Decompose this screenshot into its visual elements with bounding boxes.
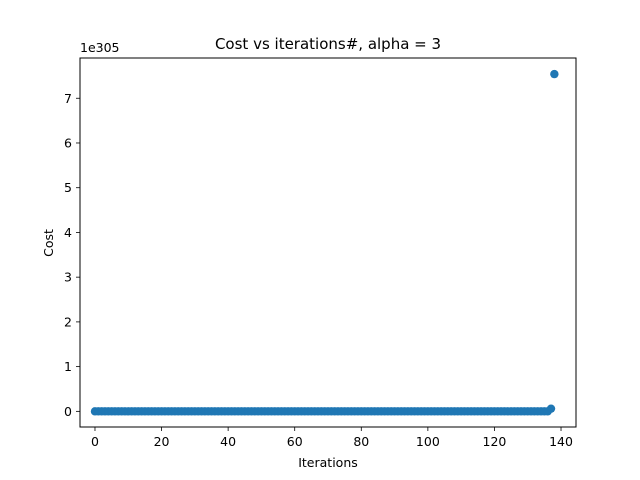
x-axis-label: Iterations bbox=[298, 455, 358, 470]
plot-area bbox=[90, 69, 559, 416]
y-tick-label: 1 bbox=[64, 359, 72, 374]
y-tick-label: 2 bbox=[64, 314, 72, 329]
y-tick-label: 0 bbox=[64, 404, 72, 419]
y-tick-label: 4 bbox=[64, 225, 72, 240]
x-tick-label: 40 bbox=[220, 434, 236, 449]
y-tick-label: 3 bbox=[64, 270, 72, 285]
x-tick-label: 60 bbox=[287, 434, 303, 449]
chart-title: Cost vs iterations#, alpha = 3 bbox=[215, 35, 441, 53]
y-tick-label: 6 bbox=[64, 135, 72, 150]
x-tick-label: 0 bbox=[91, 434, 99, 449]
y-tick-label: 5 bbox=[64, 180, 72, 195]
data-point bbox=[546, 404, 556, 413]
x-tick-label: 80 bbox=[353, 434, 369, 449]
x-tick-label: 140 bbox=[549, 434, 573, 449]
plot-frame bbox=[79, 57, 577, 428]
y-tick-label: 7 bbox=[64, 91, 72, 106]
y-offset-label: 1e305 bbox=[80, 40, 120, 55]
x-tick-label: 20 bbox=[154, 434, 170, 449]
x-tick-label: 120 bbox=[483, 434, 507, 449]
data-point bbox=[550, 69, 559, 79]
x-tick-label: 100 bbox=[416, 434, 440, 449]
y-axis-label: Cost bbox=[41, 229, 56, 257]
